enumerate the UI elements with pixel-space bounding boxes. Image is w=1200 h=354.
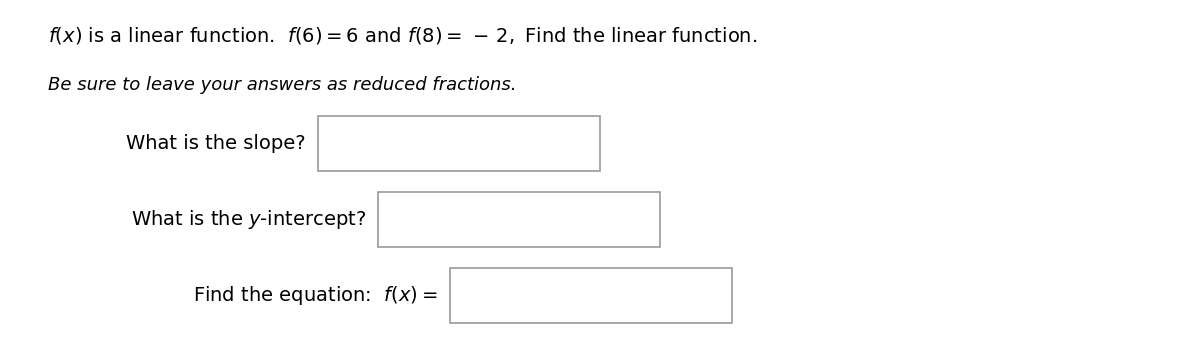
FancyBboxPatch shape [318,116,600,171]
Text: Find the equation:  $f(x) =$: Find the equation: $f(x) =$ [193,284,438,307]
Text: $f(x)$ is a linear function.  $f(6) = 6$ and $f(8) =\, -\, 2,$ Find the linear f: $f(x)$ is a linear function. $f(6) = 6$ … [48,25,757,46]
Text: What is the $y$-intercept?: What is the $y$-intercept? [131,208,366,231]
FancyBboxPatch shape [378,192,660,247]
Text: What is the slope?: What is the slope? [126,134,306,153]
FancyBboxPatch shape [450,268,732,323]
Text: Be sure to leave your answers as reduced fractions.: Be sure to leave your answers as reduced… [48,76,516,94]
